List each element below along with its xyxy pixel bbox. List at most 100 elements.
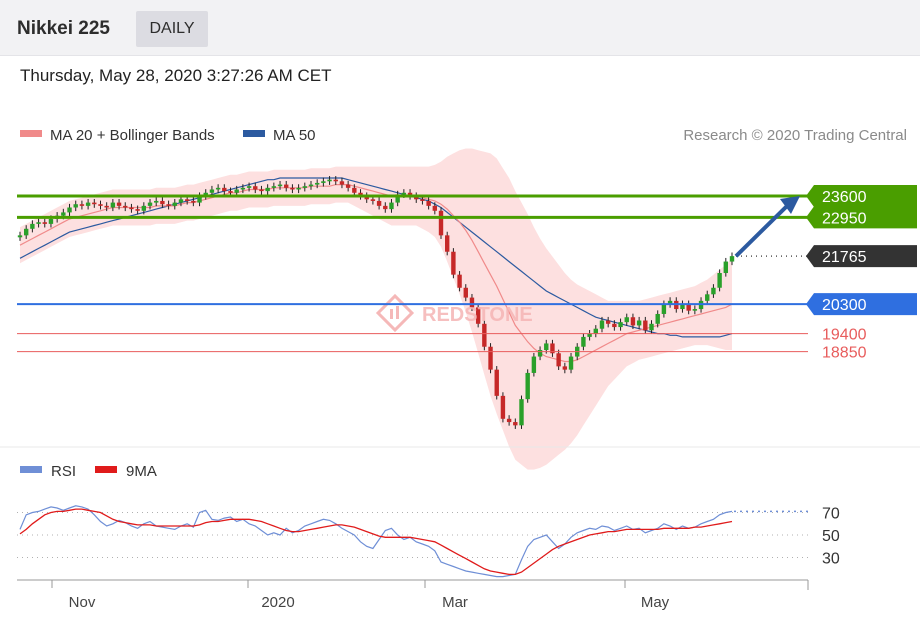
- candle: [568, 352, 574, 374]
- candle: [407, 189, 413, 200]
- candle: [327, 176, 332, 185]
- candle: [123, 202, 128, 212]
- candle: [129, 203, 134, 213]
- candle: [705, 290, 710, 305]
- candle: [259, 185, 264, 195]
- level-label: 18850: [822, 345, 867, 362]
- candle: [135, 205, 140, 215]
- candle: [23, 225, 29, 239]
- watermark: REDSTONE: [422, 304, 533, 326]
- candle: [73, 200, 78, 212]
- candle: [352, 184, 357, 197]
- candle: [550, 339, 555, 357]
- rsi-tick-label: 50: [822, 528, 840, 545]
- ma50-legend-label: MA 50: [273, 127, 316, 144]
- candle: [154, 197, 159, 207]
- candle: [345, 180, 351, 192]
- candle: [277, 180, 283, 190]
- candle: [358, 189, 363, 200]
- candle: [116, 198, 122, 210]
- candle: [488, 343, 493, 374]
- candle: [308, 180, 314, 190]
- x-tick-label: Mar: [442, 594, 468, 611]
- candle: [469, 293, 475, 312]
- level-21765: 21765: [736, 245, 917, 268]
- candle: [686, 300, 691, 315]
- level-label: 22950: [822, 210, 867, 227]
- candle: [246, 182, 252, 192]
- candle: [147, 198, 153, 210]
- candle: [426, 197, 431, 210]
- x-tick-label: May: [641, 594, 670, 611]
- rsi-tick-label: 70: [822, 506, 840, 523]
- rsi-legend-label: RSI: [51, 463, 76, 480]
- level-label: 21765: [822, 249, 867, 266]
- candle: [463, 284, 468, 302]
- bollinger-band: [20, 148, 732, 470]
- period-button[interactable]: DAILY: [136, 11, 208, 47]
- candle: [587, 330, 592, 341]
- candle: [339, 177, 345, 189]
- candle: [649, 320, 654, 334]
- watermark-logo: [375, 293, 415, 333]
- candle: [729, 252, 735, 266]
- candle: [333, 176, 338, 185]
- candle: [42, 218, 47, 228]
- projection-arrow: [734, 201, 792, 258]
- candle: [166, 200, 171, 210]
- candle: [556, 349, 561, 370]
- candle: [253, 182, 258, 194]
- candle: [67, 203, 72, 217]
- candle: [414, 192, 419, 203]
- x-tick-label: Nov: [69, 594, 96, 611]
- candle: [506, 415, 512, 426]
- candle: [612, 320, 617, 331]
- level-23600: 23600: [17, 185, 917, 208]
- candle: [265, 184, 270, 195]
- candle: [364, 192, 369, 203]
- candle: [141, 202, 147, 215]
- candle: [222, 184, 227, 195]
- candle: [296, 184, 301, 194]
- candle: [482, 320, 487, 351]
- candle: [581, 333, 586, 351]
- candle: [562, 362, 568, 374]
- candle: [271, 182, 277, 192]
- credit-label: Research © 2020 Trading Central: [683, 127, 907, 144]
- candle: [302, 182, 307, 192]
- rsi-tick-label: 30: [822, 551, 840, 568]
- candle: [395, 190, 400, 207]
- candle: [240, 184, 246, 194]
- top-bar: Nikkei 225 DAILY: [0, 0, 920, 56]
- page-title: Nikkei 225: [17, 18, 110, 39]
- candle: [500, 392, 506, 423]
- datetime-label: Thursday, May 28, 2020 3:27:26 AM CET: [20, 66, 332, 85]
- projection-arrowhead: [780, 196, 800, 215]
- candle: [203, 189, 208, 200]
- candle: [36, 218, 41, 228]
- level-20300: 20300: [17, 293, 917, 316]
- candle: [636, 316, 642, 330]
- candle: [475, 303, 481, 328]
- level-22950: 22950: [17, 206, 917, 229]
- candle: [513, 418, 518, 429]
- candle: [321, 177, 326, 187]
- candle: [85, 198, 91, 210]
- candle: [643, 316, 648, 334]
- candle: [605, 316, 611, 328]
- candle: [537, 346, 543, 361]
- candle: [383, 202, 388, 213]
- candle: [389, 198, 394, 213]
- candle: [172, 198, 177, 210]
- level-label: 23600: [822, 189, 867, 206]
- candle: [215, 184, 221, 194]
- candle: [432, 202, 438, 215]
- level-label: 20300: [822, 297, 867, 314]
- level-19400: 19400: [17, 327, 867, 344]
- candle: [290, 184, 295, 194]
- candle: [618, 318, 623, 331]
- candle: [593, 325, 598, 338]
- candle: [667, 297, 673, 308]
- candle: [519, 395, 524, 429]
